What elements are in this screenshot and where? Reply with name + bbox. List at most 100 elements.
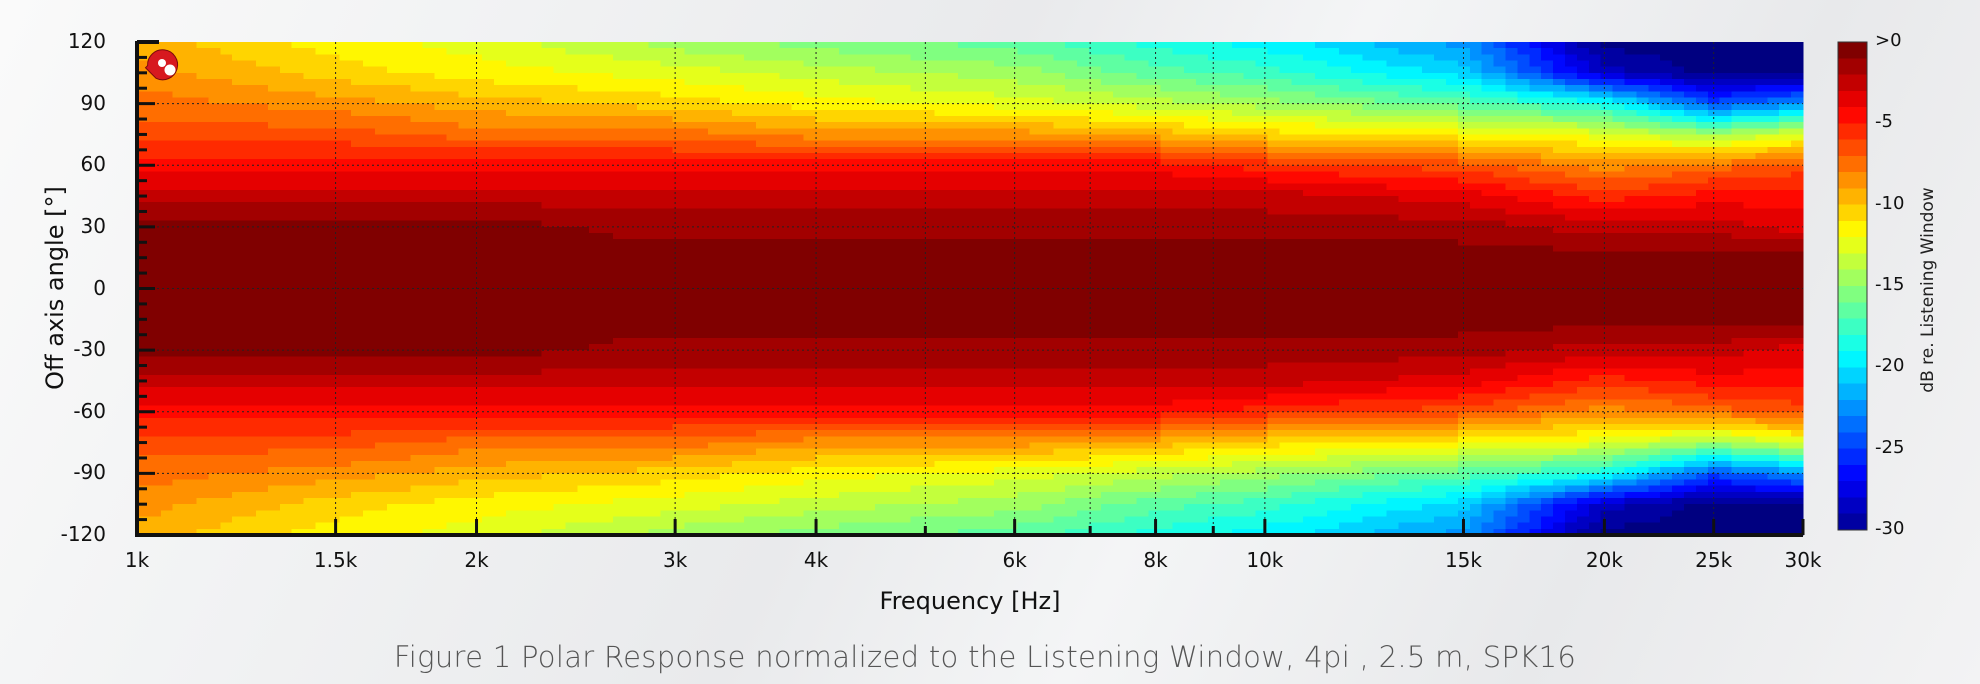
heatmap-cell: [148, 485, 162, 493]
heatmap-cell: [755, 528, 769, 536]
heatmap-cell: [779, 159, 793, 166]
heatmap-cell: [220, 257, 233, 265]
heatmap-cell: [482, 282, 495, 290]
heatmap-cell: [410, 122, 424, 129]
heatmap-cell: [148, 374, 162, 382]
heatmap-cell: [327, 350, 340, 357]
heatmap-cell: [434, 479, 447, 487]
heatmap-cell: [708, 239, 721, 246]
heatmap-cell: [624, 226, 638, 234]
heatmap-cell: [422, 306, 436, 314]
heatmap-cell: [601, 313, 614, 320]
heatmap-cell: [815, 171, 828, 179]
heatmap-cell: [339, 257, 352, 265]
heatmap-cell: [803, 233, 816, 240]
heatmap-cell: [244, 442, 257, 450]
heatmap-cell: [184, 325, 198, 333]
heatmap-cell: [553, 387, 566, 394]
heatmap-cell: [827, 337, 840, 345]
heatmap-cell: [422, 214, 436, 222]
heatmap-cell: [422, 202, 436, 209]
heatmap-cell: [160, 282, 174, 290]
heatmap-cell: [363, 276, 376, 283]
heatmap-cell: [232, 467, 245, 474]
heatmap-cell: [386, 491, 400, 499]
heatmap-cell: [172, 208, 186, 216]
heatmap-cell: [589, 294, 602, 302]
heatmap-cell: [565, 245, 578, 253]
heatmap-cell: [363, 491, 376, 499]
heatmap-cell: [767, 189, 781, 197]
heatmap-cell: [339, 60, 352, 68]
heatmap-cell: [577, 78, 590, 86]
heatmap-cell: [494, 177, 507, 185]
heatmap-cell: [160, 485, 174, 493]
heatmap-cell: [672, 85, 685, 92]
heatmap-cell: [601, 522, 614, 530]
heatmap-cell: [529, 448, 543, 456]
heatmap-cell: [363, 165, 376, 173]
heatmap-cell: [398, 306, 412, 314]
heatmap-cell: [862, 350, 876, 357]
heatmap-cell: [862, 183, 876, 191]
heatmap-cell: [494, 72, 507, 80]
heatmap-cell: [529, 183, 543, 191]
heatmap-cell: [339, 504, 352, 511]
heatmap-cell: [339, 424, 352, 431]
heatmap-cell: [458, 220, 471, 228]
heatmap-cell: [839, 510, 852, 518]
heatmap-cell: [244, 356, 257, 364]
heatmap-cell: [434, 270, 447, 277]
heatmap-cell: [779, 387, 793, 394]
heatmap-cell: [470, 417, 483, 425]
heatmap-cell: [613, 152, 626, 160]
heatmap-cell: [517, 491, 531, 499]
heatmap-cell: [779, 270, 793, 277]
heatmap-cell: [220, 387, 233, 394]
heatmap-cell: [577, 177, 590, 185]
heatmap-cell: [279, 251, 293, 259]
heatmap-cell: [327, 528, 340, 536]
heatmap-cell: [803, 504, 816, 511]
heatmap-cell: [767, 42, 781, 49]
heatmap-cell: [244, 226, 257, 234]
heatmap-cell: [541, 146, 555, 154]
heatmap-cell: [375, 54, 388, 62]
heatmap-cell: [208, 306, 221, 314]
heatmap-cell: [375, 208, 388, 216]
heatmap-cell: [434, 516, 447, 524]
heatmap-cell: [291, 128, 305, 136]
heatmap-cell: [172, 405, 186, 413]
heatmap-cell: [327, 448, 340, 456]
heatmap-cell: [267, 387, 281, 394]
heatmap-cell: [648, 189, 662, 197]
heatmap-cell: [160, 331, 174, 339]
heatmap-cell: [303, 97, 317, 105]
heatmap-cell: [743, 319, 757, 327]
heatmap-cell: [244, 393, 257, 401]
heatmap-cell: [791, 516, 804, 524]
heatmap-cell: [172, 528, 186, 536]
heatmap-cell: [160, 461, 174, 468]
heatmap-cell: [589, 430, 602, 437]
heatmap-cell: [660, 331, 674, 339]
heatmap-cell: [327, 294, 340, 302]
heatmap-cell: [244, 97, 257, 105]
heatmap-cell: [351, 411, 364, 419]
heatmap-cell: [696, 245, 709, 253]
heatmap-cell: [351, 177, 364, 185]
heatmap-cell: [553, 208, 566, 216]
heatmap-cell: [267, 196, 281, 203]
heatmap-cell: [529, 337, 543, 345]
heatmap-cell: [422, 405, 436, 413]
heatmap-cell: [553, 239, 566, 246]
heatmap-cell: [137, 399, 150, 407]
heatmap-cell: [351, 97, 364, 105]
heatmap-cell: [636, 362, 650, 370]
heatmap-cell: [184, 411, 198, 419]
heatmap-cell: [184, 214, 198, 222]
heatmap-cell: [839, 177, 852, 185]
heatmap-cell: [220, 498, 233, 505]
heatmap-cell: [589, 177, 602, 185]
heatmap-cell: [517, 399, 531, 407]
